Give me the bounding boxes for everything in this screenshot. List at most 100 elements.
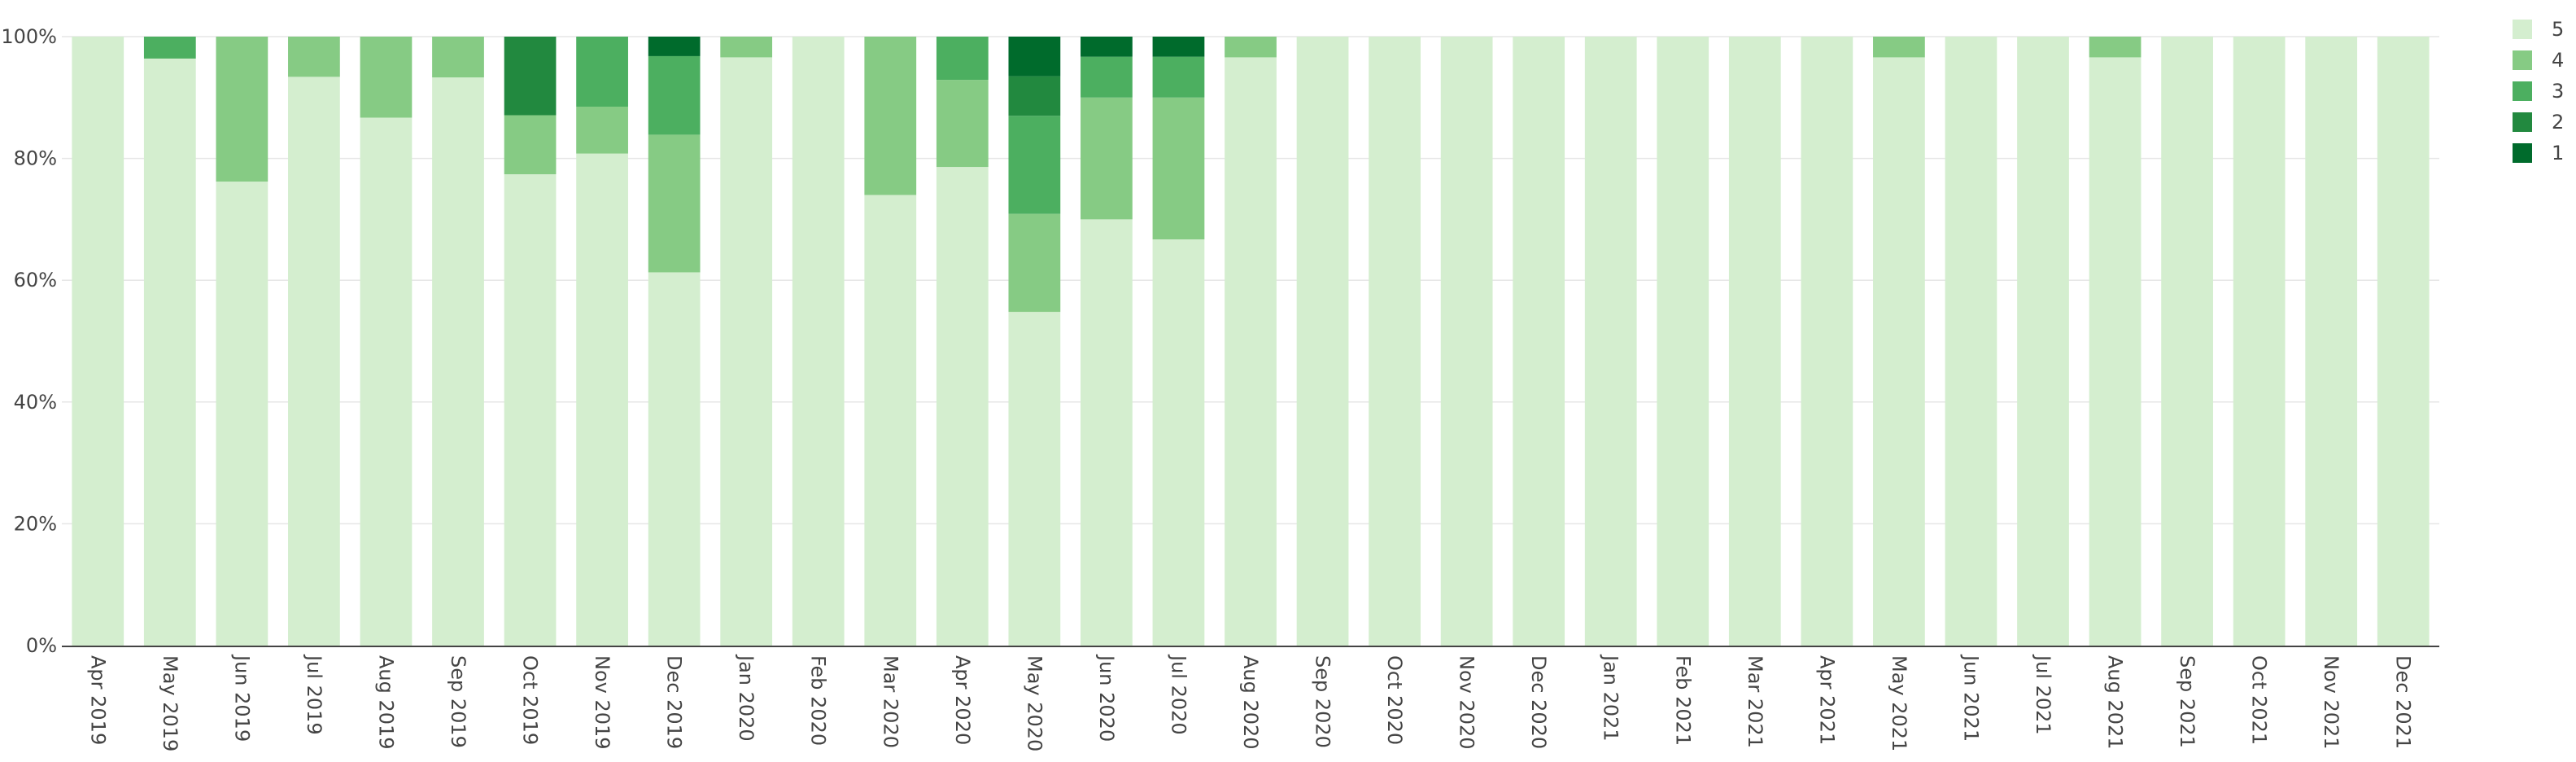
- x-tick-label: Jan 2020: [735, 654, 758, 742]
- bar-segment-4[interactable]: [576, 107, 628, 154]
- x-tick-label: Aug 2020: [1239, 655, 1262, 750]
- bar-segment-3[interactable]: [1081, 56, 1133, 98]
- bar-segment-3[interactable]: [648, 55, 701, 135]
- legend-swatch-4[interactable]: [2513, 50, 2532, 70]
- bar-segment-5[interactable]: [936, 167, 989, 646]
- x-tick-label: Nov 2019: [591, 655, 613, 750]
- bar-segment-4[interactable]: [1873, 37, 1925, 58]
- bar-segment-5[interactable]: [2377, 37, 2430, 646]
- x-tick-label: Jun 2019: [230, 654, 253, 742]
- x-tick-label: Apr 2020: [951, 655, 974, 745]
- legend-swatch-2[interactable]: [2513, 112, 2532, 132]
- bar-segment-4[interactable]: [288, 37, 340, 77]
- bar-segment-5[interactable]: [1369, 37, 1421, 646]
- bar-segment-4[interactable]: [1152, 97, 1205, 240]
- bar-segment-5[interactable]: [504, 174, 557, 646]
- bar-segment-1[interactable]: [1081, 37, 1133, 57]
- bar-segment-1[interactable]: [1008, 37, 1061, 77]
- bar-segment-5[interactable]: [1728, 37, 1781, 646]
- bar-segment-4[interactable]: [432, 37, 484, 78]
- x-tick-label: Dec 2020: [1527, 655, 1550, 749]
- bar-segment-5[interactable]: [1081, 219, 1133, 646]
- bar-segment-4[interactable]: [216, 37, 269, 182]
- bar-segment-5[interactable]: [2161, 37, 2213, 646]
- legend-label-4[interactable]: 4: [2552, 49, 2564, 72]
- bar-segment-4[interactable]: [2089, 37, 2142, 58]
- x-tick-label: May 2020: [1023, 655, 1046, 751]
- legend-swatch-3[interactable]: [2513, 81, 2532, 101]
- x-tick-label: Jul 2020: [1167, 654, 1190, 735]
- bar-segment-5[interactable]: [432, 77, 484, 646]
- legend-label-1[interactable]: 1: [2552, 142, 2564, 164]
- bar-segment-2[interactable]: [1008, 76, 1061, 116]
- bar-segment-4[interactable]: [360, 37, 413, 118]
- legend-label-2[interactable]: 2: [2552, 111, 2564, 134]
- bar-segment-3[interactable]: [936, 37, 989, 81]
- bar-segment-5[interactable]: [792, 37, 845, 646]
- bar-segment-5[interactable]: [72, 37, 124, 646]
- x-tick-label: Jan 2021: [1600, 654, 1622, 742]
- legend-label-5[interactable]: 5: [2552, 18, 2564, 41]
- x-tick-label: Mar 2020: [879, 655, 902, 748]
- x-tick-label: Feb 2020: [807, 655, 830, 746]
- legend-label-3[interactable]: 3: [2552, 80, 2564, 103]
- x-tick-label: Oct 2019: [519, 655, 542, 745]
- bar-segment-5[interactable]: [648, 272, 701, 646]
- bar-segment-5[interactable]: [360, 117, 413, 646]
- bar-segment-3[interactable]: [576, 37, 628, 107]
- bar-segment-4[interactable]: [1225, 37, 1277, 58]
- bar-segment-5[interactable]: [2017, 37, 2069, 646]
- bar-segment-4[interactable]: [936, 80, 989, 168]
- bar-segment-4[interactable]: [504, 115, 557, 175]
- bar-segment-5[interactable]: [2305, 37, 2358, 646]
- bar-segment-5[interactable]: [1225, 57, 1277, 646]
- bar-segment-5[interactable]: [720, 57, 773, 646]
- bar-segment-4[interactable]: [864, 37, 917, 195]
- bar-segment-3[interactable]: [1152, 56, 1205, 98]
- bar-segment-5[interactable]: [1296, 37, 1349, 646]
- x-tick-label: Oct 2021: [2248, 655, 2271, 745]
- bar-segment-5[interactable]: [576, 153, 628, 646]
- bar-segment-5[interactable]: [864, 195, 917, 646]
- legend-swatch-5[interactable]: [2513, 20, 2532, 39]
- bar-segment-5[interactable]: [1513, 37, 1565, 646]
- bar-segment-4[interactable]: [1081, 97, 1133, 220]
- bar-segment-4[interactable]: [648, 134, 701, 273]
- legend: 5 4 3 2 1: [2513, 18, 2564, 164]
- bar-segment-5[interactable]: [143, 58, 196, 646]
- bar-segment-4[interactable]: [720, 37, 773, 58]
- x-tick-label: Dec 2019: [663, 655, 686, 749]
- x-tick-label: Sep 2020: [1312, 655, 1334, 748]
- bar-segment-5[interactable]: [216, 182, 269, 646]
- y-tick-label: 0%: [26, 634, 57, 657]
- bar-segment-1[interactable]: [1152, 37, 1205, 57]
- bar-segment-5[interactable]: [1945, 37, 1997, 646]
- x-tick-label: Aug 2019: [374, 655, 397, 750]
- x-tick-label: Apr 2021: [1815, 655, 1838, 745]
- x-axis-ticks: Apr 2019 May 2019 Jun 2019 Jul 2019 Aug 2019…: [86, 654, 2414, 751]
- bar-segment-5[interactable]: [1440, 37, 1493, 646]
- bar-segment-5[interactable]: [2089, 57, 2142, 646]
- bar-segment-3[interactable]: [143, 37, 196, 59]
- bar-segment-2[interactable]: [504, 37, 557, 116]
- bar-segment-5[interactable]: [1873, 57, 1925, 646]
- x-tick-label: Oct 2020: [1383, 655, 1406, 745]
- bar-segment-5[interactable]: [2233, 37, 2286, 646]
- x-tick-label: Nov 2020: [1456, 655, 1478, 750]
- bar-segment-5[interactable]: [1152, 239, 1205, 646]
- bar-segment-5[interactable]: [1008, 312, 1061, 646]
- bar-segment-5[interactable]: [1657, 37, 1709, 646]
- legend-swatch-1[interactable]: [2513, 143, 2532, 163]
- x-tick-label: Dec 2021: [2392, 655, 2415, 749]
- bar-segment-5[interactable]: [1801, 37, 1853, 646]
- bar-segment-5[interactable]: [288, 77, 340, 646]
- bar-segment-3[interactable]: [1008, 116, 1061, 214]
- bar-segment-4[interactable]: [1008, 213, 1061, 313]
- y-axis-ticks: 0% 20% 40% 60% 80% 100%: [1, 25, 57, 657]
- y-tick-label: 80%: [14, 147, 57, 170]
- y-tick-label: 60%: [14, 269, 57, 291]
- x-tick-label: May 2021: [1888, 655, 1910, 751]
- bar-segment-5[interactable]: [1584, 37, 1637, 646]
- bar-segment-1[interactable]: [648, 37, 701, 56]
